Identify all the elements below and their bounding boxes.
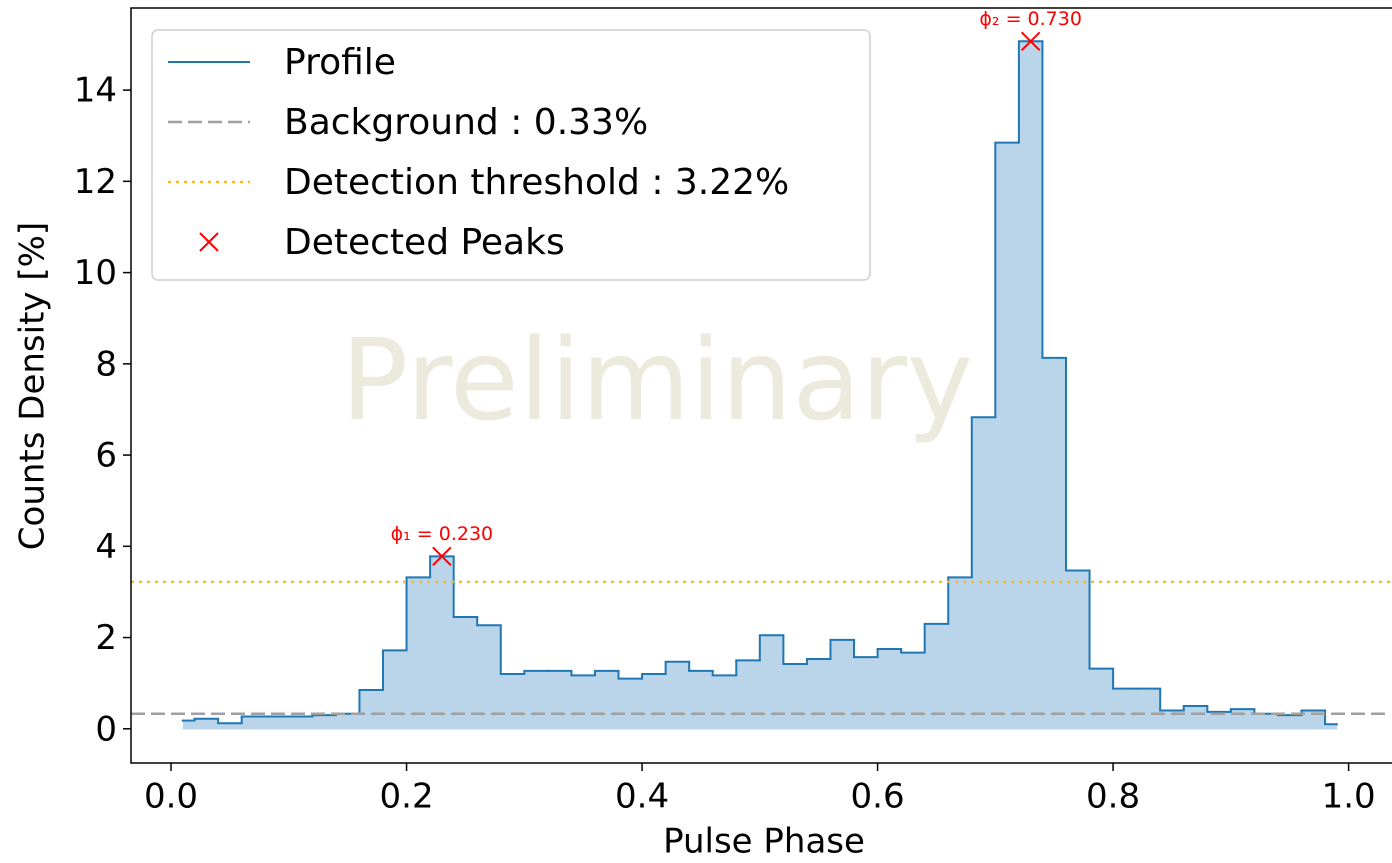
profile-fill [312,715,337,729]
profile-fill [1301,710,1326,729]
y-tick-label: 8 [95,344,117,384]
profile-fill [1207,711,1232,729]
legend-label: Background : 0.33% [284,102,648,143]
x-tick-label: 0.2 [380,777,434,817]
x-tick-label: 1.0 [1322,777,1376,817]
legend-label: Detected Peaks [284,222,565,263]
y-tick-label: 14 [74,71,117,111]
profile-fill [1089,668,1114,729]
y-tick-label: 6 [95,436,117,476]
profile-fill [218,723,243,729]
watermark: Preliminary [341,316,973,446]
profile-fill [500,674,525,729]
peak-label: ϕ₂ = 0.730 [979,8,1082,30]
x-tick-label: 0.4 [615,777,669,817]
y-tick-label: 10 [74,253,117,293]
peak-label: ϕ₁ = 0.230 [391,523,494,545]
x-tick-label: 0.8 [1086,777,1140,817]
profile-fill [594,670,620,729]
y-tick-label: 0 [95,709,117,749]
x-tick-label: 0.0 [144,777,198,817]
profile-fill [1277,715,1303,729]
peak-marker [432,546,452,567]
profile-fill [571,675,596,729]
peak-marker [1020,31,1041,52]
x-tick-label: 0.6 [851,777,905,817]
profile-fill [618,678,643,729]
profile-fill [924,623,949,729]
profile-fill [241,716,266,729]
x-axis-label: Pulse Phase [663,822,865,862]
profile-fill [901,652,926,729]
profile-fill [1065,570,1091,729]
profile-fill [477,625,502,729]
profile-fill [1136,688,1161,729]
profile-fill [1018,41,1043,729]
profile-fill [1113,688,1138,729]
profile-fill [265,716,290,729]
profile-fill [877,648,902,729]
profile-fill [453,617,478,729]
legend: Profile Background : 0.33% Detection thres… [151,29,871,281]
plot-frame [130,7,1392,764]
profile-fill [335,713,360,729]
profile-fill [854,657,879,729]
profile-fill [194,718,219,729]
y-tick-label: 12 [74,162,117,202]
profile-fill [783,664,808,729]
profile-fill [830,639,855,729]
profile-fill [689,670,714,729]
profile-fill [665,661,690,729]
profile-fill [736,660,761,729]
profile-fill [383,650,408,729]
profile-fill [806,658,831,729]
profile-fill [288,716,313,729]
profile-fill [1230,709,1255,729]
profile-fill [1325,724,1338,729]
peak-marker [199,232,219,252]
profile-fill [430,556,455,729]
profile-fill [547,670,572,729]
profile-fill [524,670,549,729]
profile-fill [182,720,196,729]
profile-fill [1183,705,1208,729]
profile-fill [406,577,431,729]
profile-fill [712,675,737,729]
legend-label: Detection threshold : 3.22% [284,162,789,203]
profile-fill [995,142,1020,729]
profile-fill [1254,713,1279,729]
profile-fill [971,417,996,729]
profile-fill [948,577,973,729]
profile-fill [359,690,384,729]
legend-label: Profile [284,42,396,83]
profile-fill [642,674,667,729]
legend-box [151,29,871,281]
profile-fill [1042,357,1067,729]
y-axis-label: Counts Density [%] [13,222,53,550]
profile-fill [1160,710,1185,729]
y-tick-label: 4 [95,527,117,567]
y-tick-label: 2 [95,618,117,658]
